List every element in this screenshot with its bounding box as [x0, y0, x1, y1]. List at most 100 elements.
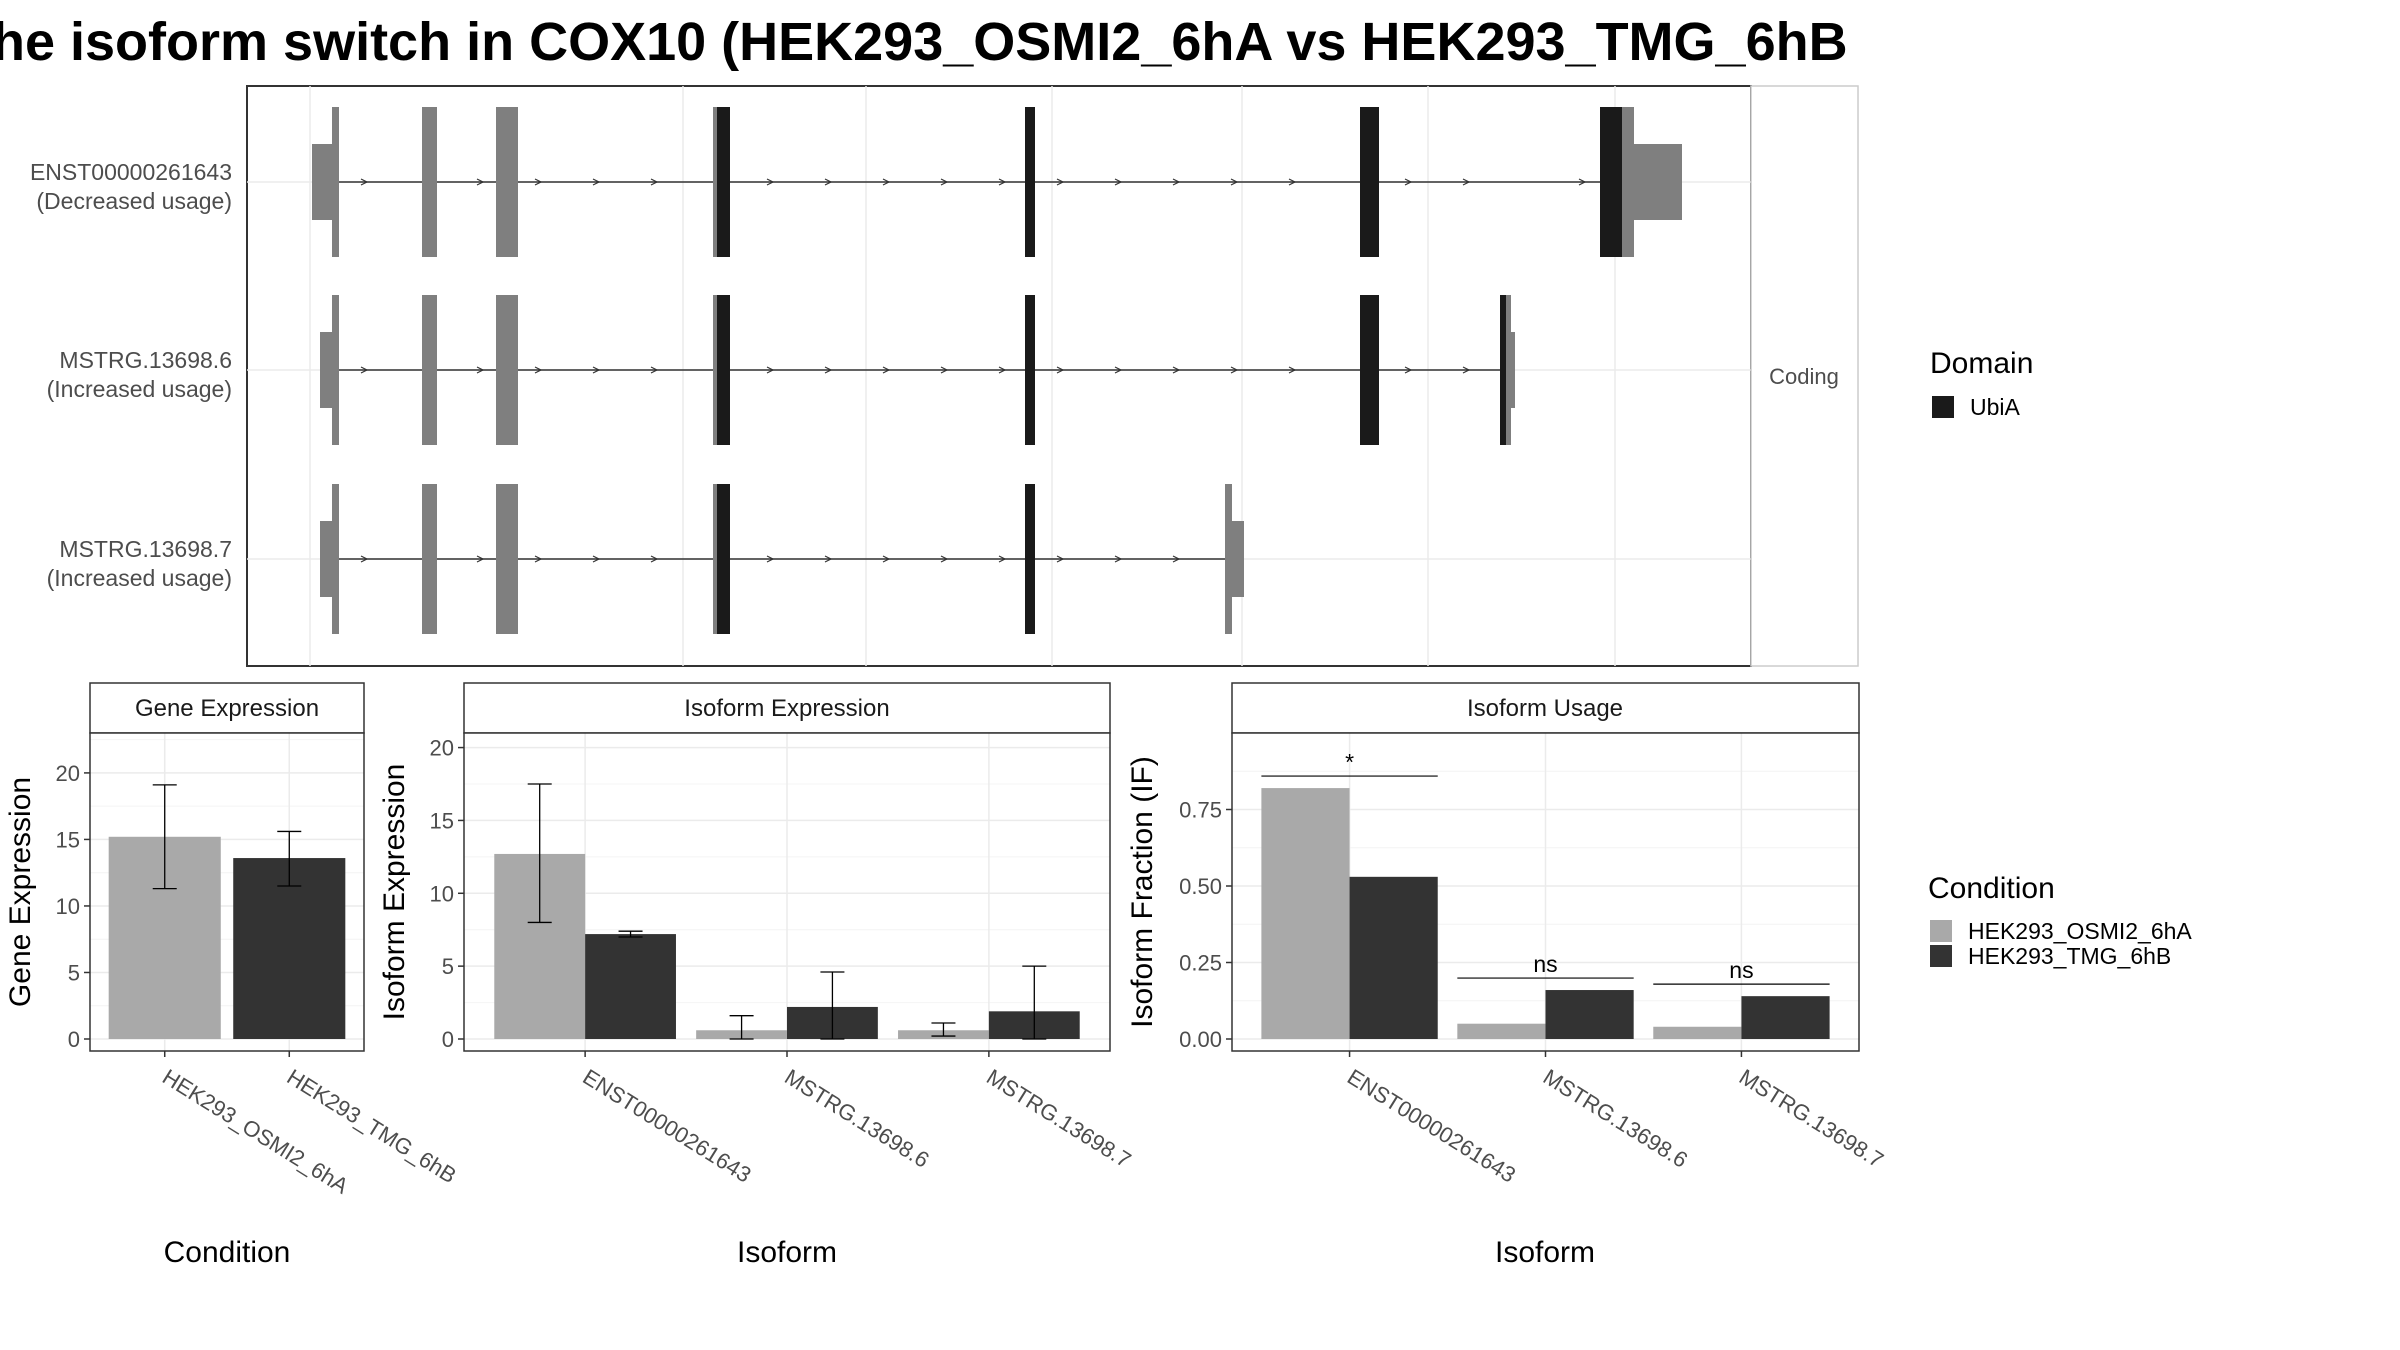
isoform-expression-ytick-label: 5: [442, 954, 454, 979]
isoform-usage-panel: Isoform Usage * ns ns Isoform Fraction (IF…: [1126, 682, 1860, 1269]
isoform-usage-bar: [1653, 1026, 1742, 1039]
gene-expression-ytick-label: 5: [68, 960, 80, 985]
gene-expression-ytick-label: 20: [56, 761, 80, 786]
isoform-expression-plot: [464, 733, 1110, 1051]
intron-arrow: [1230, 366, 1239, 374]
intron-arrow: [592, 366, 601, 374]
gene-expression-panel: Gene Expression Gene Expression Conditio…: [4, 682, 365, 1269]
transcript-track-1: [312, 107, 1682, 257]
intron-arrow: [998, 555, 1007, 563]
intron-arrow: [1056, 178, 1065, 186]
isoform-usage-xlabel: Isoform: [1495, 1236, 1595, 1269]
utr-exon: [1232, 521, 1244, 597]
exon: [496, 295, 518, 445]
intron-arrow: [476, 366, 485, 374]
intron-arrow: [824, 178, 833, 186]
isoform-usage-significance-label: ns: [1729, 957, 1753, 983]
gene-expression-plot: [90, 733, 364, 1051]
exon: [496, 484, 518, 634]
isoform-expression-panel: Isoform Expression Isoform Expression Is…: [378, 682, 1111, 1269]
condition-legend-key-b: [1930, 945, 1952, 967]
condition-legend: Condition HEK293_OSMI2_6hA HEK293_TMG_6h…: [1928, 872, 2192, 969]
intron-arrow: [1578, 178, 1587, 186]
intron-arrow: [1114, 178, 1123, 186]
intron-arrow: [1230, 178, 1239, 186]
transcript-3-id: MSTRG.13698.7: [59, 536, 232, 562]
intron-arrow: [1114, 555, 1123, 563]
isoform-usage-ytick-label: 0.00: [1179, 1027, 1222, 1052]
intron-arrow: [766, 366, 775, 374]
intron-arrow: [1172, 178, 1181, 186]
utr-exon: [1225, 484, 1232, 634]
condition-legend-label-b: HEK293_TMG_6hB: [1968, 943, 2171, 969]
isoform-expression-bar: [585, 934, 676, 1039]
domain-legend-label-ubia: UbiA: [1970, 394, 2021, 420]
intron-arrow: [1288, 366, 1297, 374]
structure-panel-border: [246, 85, 1752, 667]
intron-arrow: [1172, 366, 1181, 374]
intron-arrow: [940, 178, 949, 186]
exon: [713, 295, 717, 445]
intron-arrow: [882, 366, 891, 374]
isoform-usage-ytick-label: 0.75: [1179, 798, 1222, 823]
isoform-usage-xtick-label: MSTRG.13698.6: [1539, 1064, 1692, 1173]
transcript-2-id: MSTRG.13698.6: [59, 347, 232, 373]
condition-legend-title: Condition: [1928, 872, 2055, 905]
main-title: he isoform switch in COX10 (HEK293_OSMI2…: [0, 12, 1848, 72]
exon: [332, 295, 339, 445]
isoform-usage-ytick-label: 0.25: [1179, 951, 1222, 976]
intron-arrow: [824, 366, 833, 374]
intron-arrow: [766, 178, 775, 186]
intron-arrow: [940, 366, 949, 374]
intron-arrow: [1056, 366, 1065, 374]
intron-arrow: [1404, 178, 1413, 186]
intron-arrow: [1288, 178, 1297, 186]
gene-expression-strip-label: Gene Expression: [135, 695, 319, 722]
domain-exon: [1500, 295, 1506, 445]
isoform-usage-xtick-label: MSTRG.13698.7: [1735, 1064, 1888, 1173]
domain-exon: [1025, 484, 1035, 634]
intron-arrow: [1462, 366, 1471, 374]
gene-expression-border: [89, 732, 365, 1052]
utr-exon: [320, 332, 332, 408]
domain-legend-title: Domain: [1930, 347, 2033, 380]
isoform-expression-xlabel: Isoform: [737, 1236, 837, 1269]
isoform-expression-ytick-label: 10: [430, 881, 454, 906]
intron-arrow: [360, 555, 369, 563]
isoform-usage-bar: [1545, 990, 1634, 1039]
intron-arrow: [650, 366, 659, 374]
intron-arrow: [360, 178, 369, 186]
exon: [496, 107, 518, 257]
isoform-usage-bar: [1261, 788, 1350, 1039]
exon: [713, 484, 717, 634]
intron-arrow: [1404, 366, 1413, 374]
isoform-usage-strip-label: Isoform Usage: [1467, 695, 1623, 722]
exon: [332, 107, 339, 257]
utr-exon: [1622, 107, 1634, 257]
intron-arrow: [360, 366, 369, 374]
isoform-expression-ytick-label: 15: [430, 808, 454, 833]
transcript-track-2: [320, 295, 1515, 445]
intron-arrow: [998, 178, 1007, 186]
intron-arrow: [534, 178, 543, 186]
coding-strip-label: Coding: [1769, 364, 1839, 389]
isoform-usage-bar: [1349, 876, 1438, 1039]
isoform-usage-ylabel: Isoform Fraction (IF): [1126, 756, 1159, 1028]
isoform-expression-strip-label: Isoform Expression: [684, 695, 889, 722]
utr-exon: [1634, 144, 1682, 220]
isoform-usage-strip: [1231, 682, 1860, 734]
intron-arrow: [476, 555, 485, 563]
isoform-usage-bar: [1457, 1023, 1546, 1039]
utr-exon: [1511, 332, 1515, 408]
condition-legend-label-a: HEK293_OSMI2_6hA: [1968, 918, 2192, 944]
intron-arrow: [1172, 555, 1181, 563]
intron-arrow: [476, 178, 485, 186]
transcript-1-id: ENST00000261643: [30, 159, 232, 185]
intron-arrow: [1056, 555, 1065, 563]
gene-expression-strip: [89, 682, 365, 734]
isoform-expression-xtick-label: MSTRG.13698.7: [982, 1064, 1135, 1173]
transcript-3-usage: (Increased usage): [47, 565, 232, 591]
gene-expression-ylabel: Gene Expression: [4, 777, 37, 1007]
domain-exon: [717, 484, 730, 634]
exon: [422, 295, 437, 445]
